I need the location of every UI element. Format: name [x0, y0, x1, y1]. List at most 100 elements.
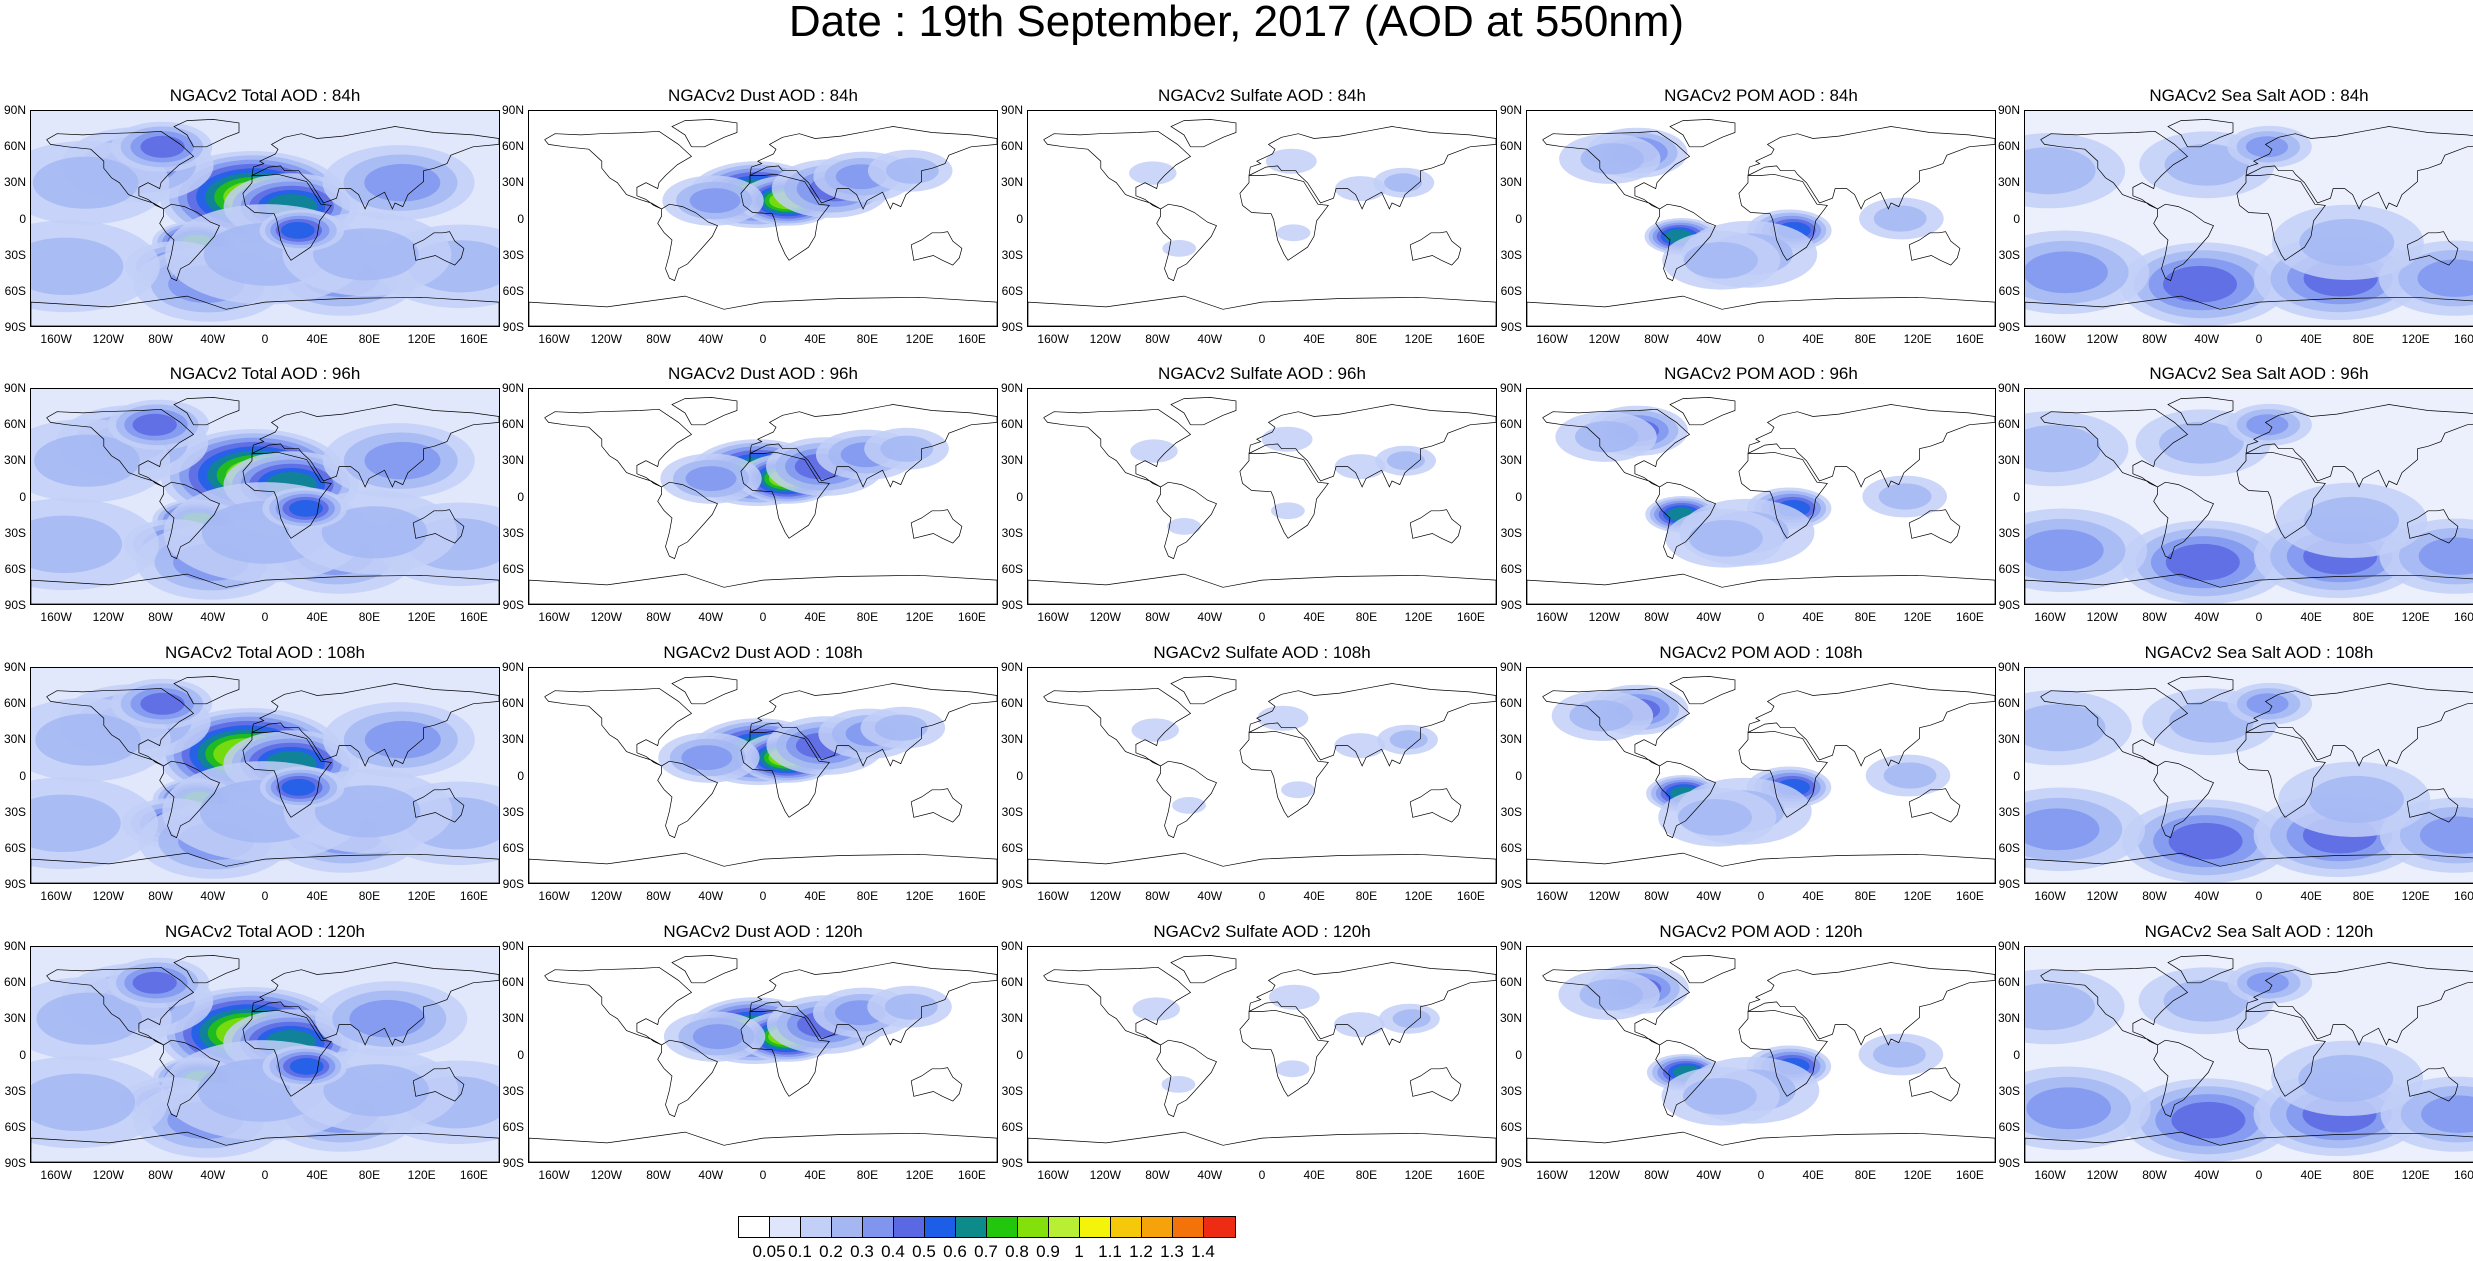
lon-tick-label: 120W: [1083, 890, 1127, 902]
coastline: [1748, 963, 1995, 1045]
lon-tick-label: 160W: [34, 333, 78, 345]
map-frame: [2024, 388, 2473, 605]
lat-tick-label: 30N: [1492, 733, 1522, 745]
lon-tick-label: 0: [741, 611, 785, 623]
lon-tick-label: 40E: [2289, 890, 2333, 902]
lon-tick-label: 160E: [1449, 333, 1493, 345]
lat-tick-label: 30S: [993, 806, 1023, 818]
lat-tick-label: 90S: [0, 599, 26, 611]
lon-tick-label: 40W: [1687, 1169, 1731, 1181]
coastline: [1410, 1068, 1461, 1102]
world-map: [31, 947, 499, 1162]
lat-tick-label: 60S: [993, 842, 1023, 854]
colorbar: [738, 1216, 1236, 1238]
lon-tick-label: 120W: [2080, 1169, 2124, 1181]
lon-tick-label: 80W: [139, 611, 183, 623]
panel-title: NGACv2 Sulfate AOD : 96h: [1027, 364, 1497, 384]
lat-tick-label: 30N: [1492, 454, 1522, 466]
lon-tick-label: 160E: [1948, 1169, 1992, 1181]
lon-tick-label: 0: [2237, 611, 2281, 623]
lon-tick-label: 40E: [295, 890, 339, 902]
aod-contour: [2299, 219, 2394, 266]
aod-contour: [1689, 520, 1763, 557]
aod-contour: [690, 188, 741, 213]
lat-tick-label: 0: [993, 770, 1023, 782]
lon-tick-label: 80E: [1843, 890, 1887, 902]
lon-tick-label: 0: [1240, 890, 1284, 902]
lon-tick-label: 160W: [34, 1169, 78, 1181]
lon-tick-label: 40E: [793, 890, 837, 902]
lon-tick-label: 120E: [2394, 611, 2438, 623]
lon-tick-label: 80W: [139, 333, 183, 345]
aod-contour: [1167, 518, 1201, 535]
lon-tick-label: 40E: [1292, 333, 1336, 345]
colorbar-swatch: [1173, 1217, 1204, 1237]
coastline: [1028, 853, 1496, 883]
lon-tick-label: 120E: [1397, 611, 1441, 623]
lon-tick-label: 80E: [1843, 611, 1887, 623]
lon-tick-label: 40E: [295, 1169, 339, 1181]
map-frame: [1526, 388, 1996, 605]
aod-contour: [282, 779, 316, 796]
lat-tick-label: 0: [0, 770, 26, 782]
lat-tick-label: 0: [494, 770, 524, 782]
lat-tick-label: 60S: [0, 1121, 26, 1133]
world-map: [31, 668, 499, 883]
lon-tick-label: 0: [741, 333, 785, 345]
lon-tick-label: 160W: [2028, 333, 2072, 345]
lat-tick-label: 30S: [0, 249, 26, 261]
aod-contour: [2309, 776, 2404, 823]
lat-tick-label: 90N: [0, 104, 26, 116]
coastline: [1527, 1132, 1995, 1162]
lat-tick-label: 90S: [1990, 878, 2020, 890]
world-map: [1527, 947, 1995, 1162]
coastline: [672, 119, 737, 146]
lon-tick-label: 160W: [1530, 333, 1574, 345]
lon-tick-label: 80W: [1635, 611, 1679, 623]
lon-tick-label: 0: [1739, 333, 1783, 345]
coastline: [1028, 296, 1496, 326]
lon-tick-label: 120W: [2080, 333, 2124, 345]
aod-contour: [1133, 997, 1180, 1020]
lat-tick-label: 0: [1990, 491, 2020, 503]
panel-title: NGACv2 Sea Salt AOD : 84h: [2024, 86, 2473, 106]
aod-contour: [1384, 173, 1422, 192]
lon-tick-label: 120W: [584, 333, 628, 345]
lat-tick-label: 60N: [0, 140, 26, 152]
lon-tick-label: 120W: [86, 1169, 130, 1181]
lon-tick-label: 120W: [86, 890, 130, 902]
coastline: [529, 1132, 997, 1162]
lon-tick-label: 80W: [1635, 1169, 1679, 1181]
lon-tick-label: 120E: [1896, 890, 1940, 902]
lon-tick-label: 80E: [1843, 1169, 1887, 1181]
aod-contour: [875, 715, 928, 741]
lon-tick-label: 120E: [400, 333, 444, 345]
panel-title: NGACv2 Sea Salt AOD : 96h: [2024, 364, 2473, 384]
lon-tick-label: 0: [1240, 333, 1284, 345]
lon-tick-label: 120E: [2394, 890, 2438, 902]
lon-tick-label: 80E: [845, 1169, 889, 1181]
aod-contour: [35, 714, 141, 766]
aod-contour: [2169, 823, 2243, 860]
lon-tick-label: 160W: [532, 611, 576, 623]
coastline: [911, 789, 962, 823]
aod-contour: [1879, 483, 1932, 509]
lat-tick-label: 30N: [993, 1012, 1023, 1024]
lat-tick-label: 90N: [0, 382, 26, 394]
panel-title: NGACv2 Dust AOD : 108h: [528, 643, 998, 663]
lon-tick-label: 160W: [2028, 611, 2072, 623]
lat-tick-label: 90S: [494, 599, 524, 611]
lon-tick-label: 160E: [2446, 890, 2473, 902]
colorbar-swatch: [863, 1217, 894, 1237]
lon-tick-label: 160E: [950, 611, 994, 623]
coastline: [1171, 955, 1236, 982]
